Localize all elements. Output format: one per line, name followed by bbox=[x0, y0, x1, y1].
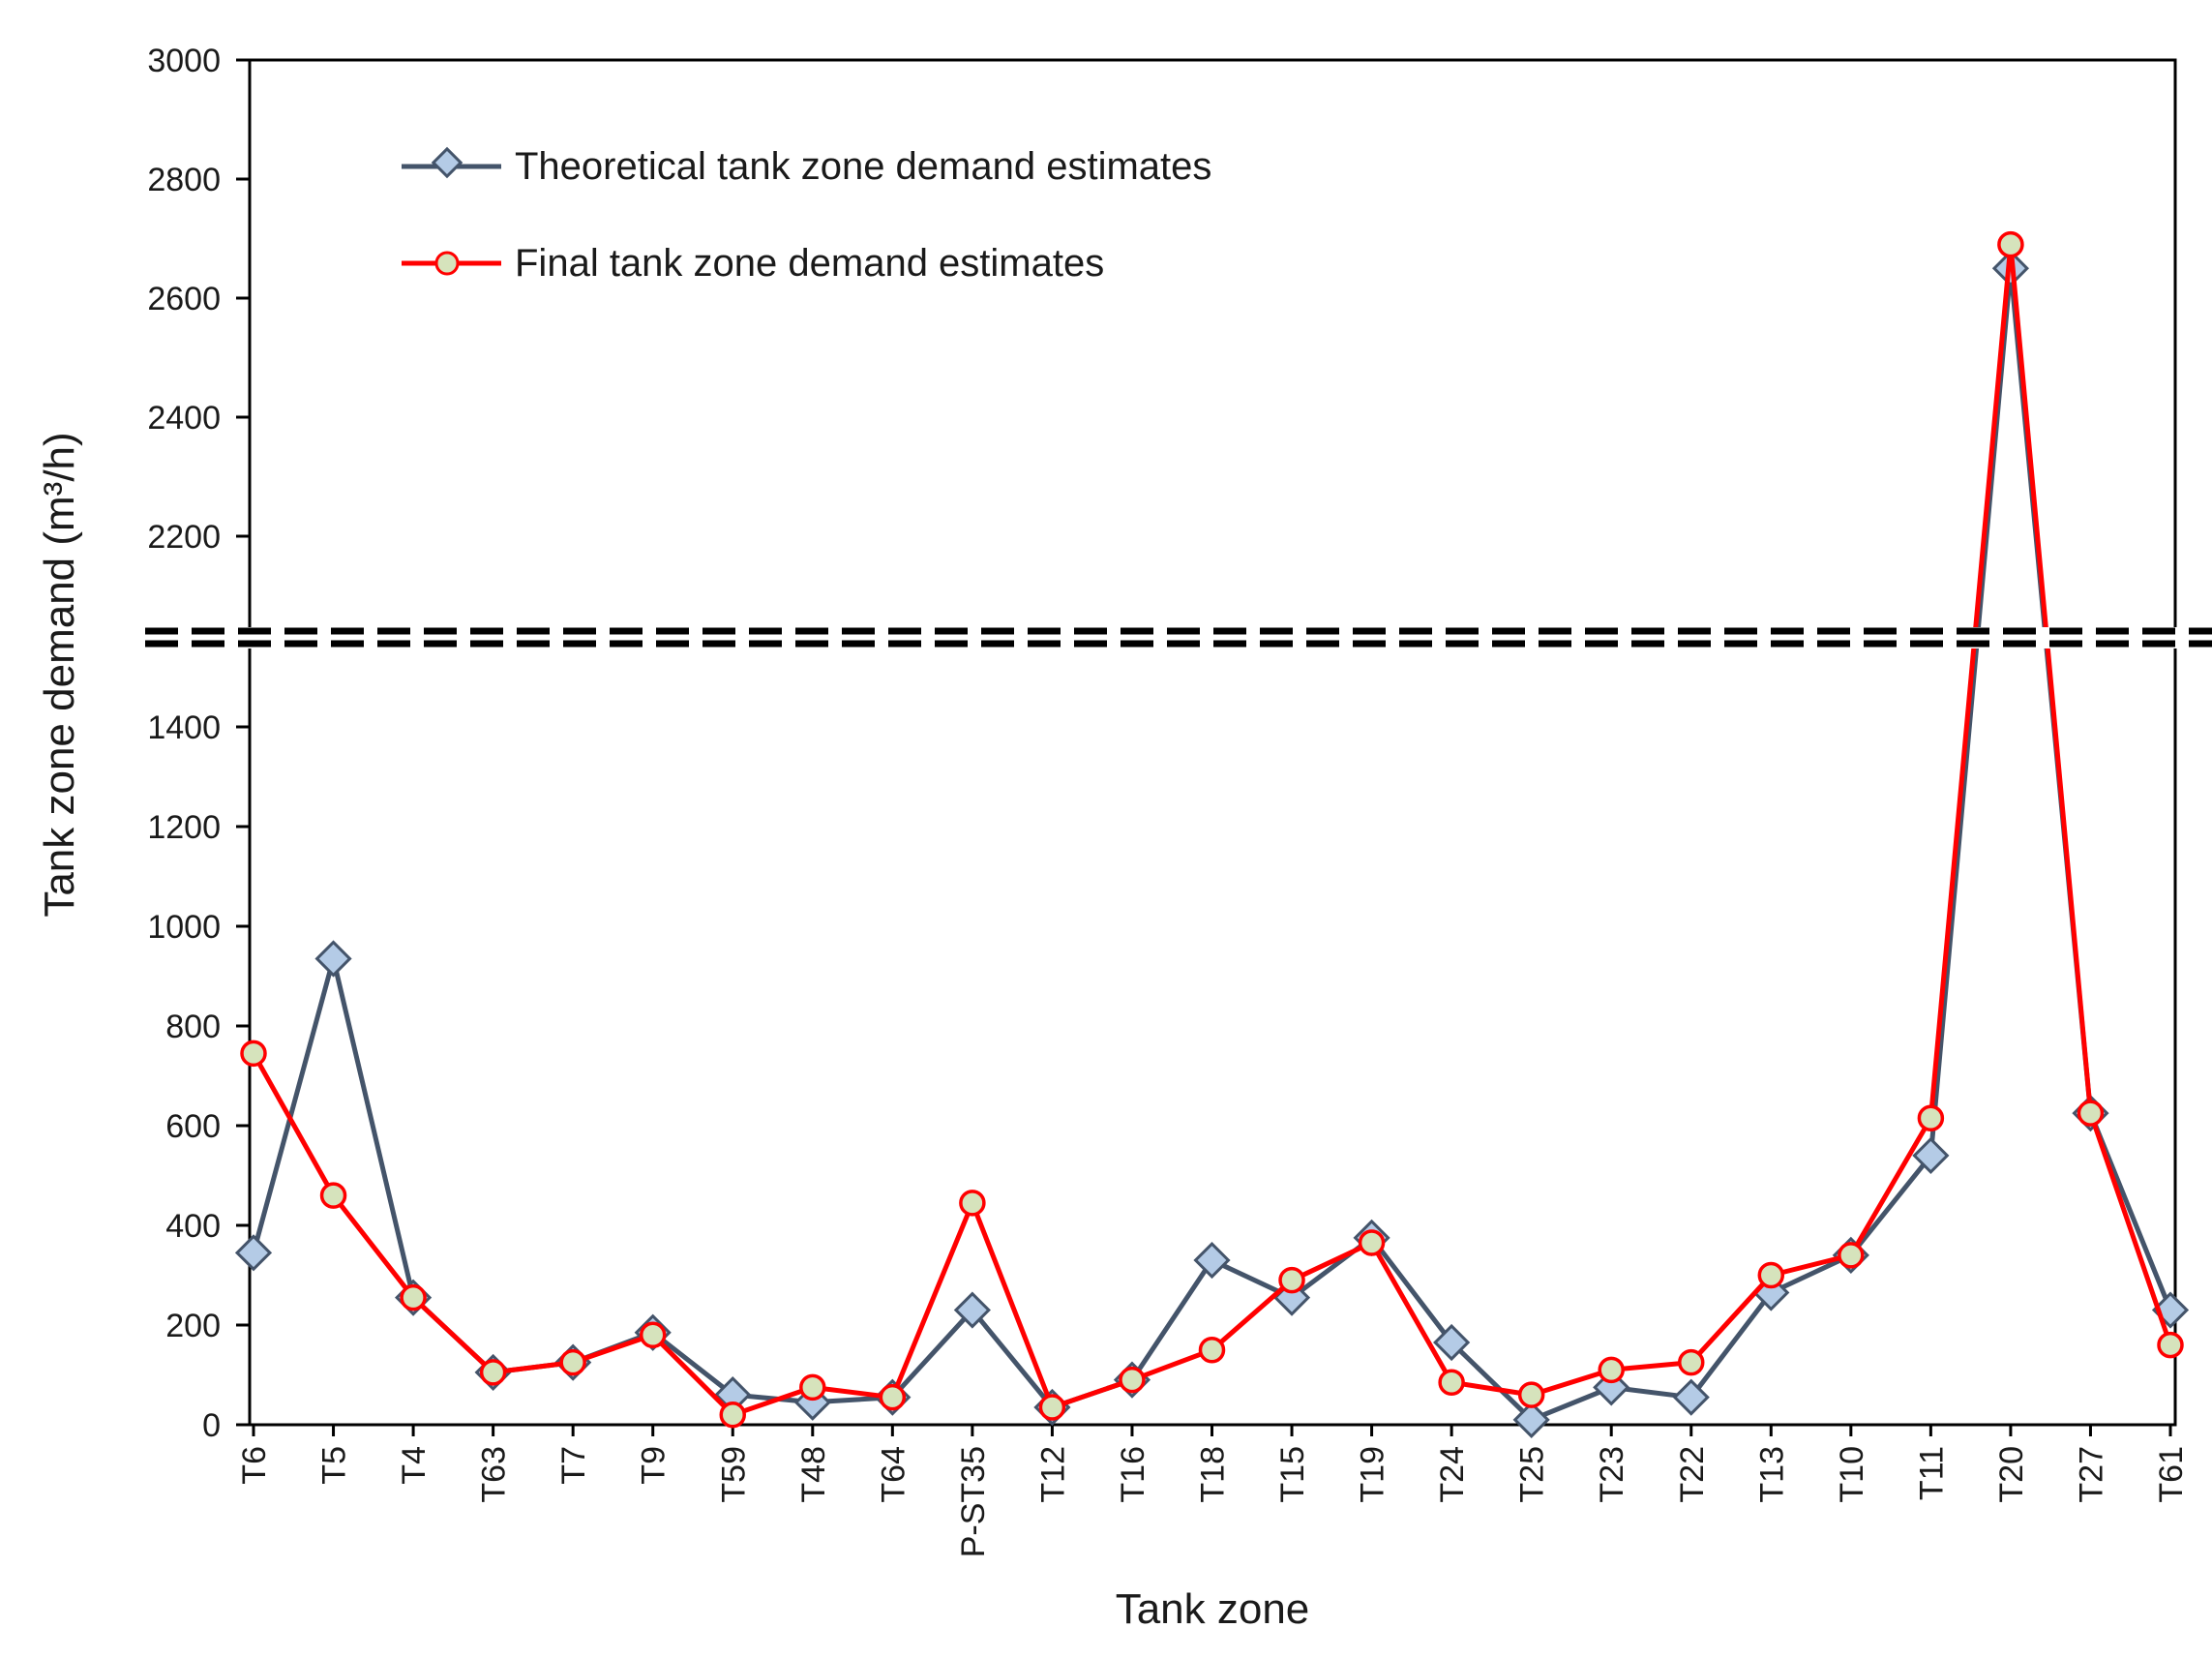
y-tick-label: 200 bbox=[165, 1308, 221, 1344]
y-tick-label: 2200 bbox=[147, 519, 221, 556]
data-point bbox=[1672, 1378, 1710, 1416]
data-point bbox=[1757, 1261, 1785, 1289]
axis-break bbox=[145, 627, 2212, 648]
x-tick-label: T24 bbox=[1434, 1446, 1471, 1503]
data-point bbox=[1198, 1337, 1226, 1364]
data-point bbox=[1997, 230, 2024, 258]
data-point bbox=[799, 1373, 826, 1402]
series-final bbox=[240, 230, 2184, 1429]
y-tick-label: 2600 bbox=[147, 281, 221, 317]
x-tick-label: T15 bbox=[1274, 1446, 1311, 1503]
data-point bbox=[719, 1401, 746, 1429]
plot-area bbox=[248, 58, 2177, 1427]
data-point bbox=[319, 1182, 347, 1209]
y-tick-label: 600 bbox=[165, 1108, 221, 1145]
data-point bbox=[953, 1291, 991, 1329]
data-point bbox=[1678, 1348, 1705, 1376]
data-point bbox=[1917, 1104, 1945, 1132]
legend-label-theoretical: Theoretical tank zone demand estimates bbox=[515, 145, 1211, 188]
data-point bbox=[879, 1383, 907, 1411]
x-tick-label: T27 bbox=[2073, 1446, 2109, 1503]
series-layer bbox=[234, 230, 2190, 1438]
x-tick-label: T12 bbox=[1034, 1446, 1071, 1503]
legend-item-theoretical: Theoretical tank zone demand estimates bbox=[402, 145, 1211, 188]
data-point bbox=[1119, 1366, 1146, 1394]
x-tick-label: T9 bbox=[636, 1446, 673, 1485]
x-axis-ticks: T6 T5 T4 T63 T7 T9 T59 T48 T64 P-ST35 T12 T16 T18 T15… bbox=[236, 1425, 2190, 1557]
data-point bbox=[1193, 1241, 1231, 1280]
y-tick-label: 400 bbox=[165, 1208, 221, 1245]
x-tick-label: T5 bbox=[316, 1446, 353, 1485]
legend: Theoretical tank zone demand estimates F… bbox=[402, 145, 1211, 285]
x-tick-label: T4 bbox=[396, 1446, 433, 1485]
data-point bbox=[479, 1359, 507, 1386]
y-tick-label: 3000 bbox=[147, 43, 221, 79]
data-point bbox=[2157, 1331, 2184, 1359]
x-tick-label: T48 bbox=[795, 1446, 832, 1503]
data-point bbox=[314, 940, 352, 978]
data-point bbox=[2077, 1100, 2105, 1127]
y-axis-title: Tank zone demand (m³/h) bbox=[36, 432, 83, 917]
y-tick-label: 2400 bbox=[147, 400, 221, 437]
x-tick-label: T18 bbox=[1195, 1446, 1232, 1503]
data-point bbox=[400, 1283, 427, 1311]
y-tick-label: 1000 bbox=[147, 909, 221, 946]
x-tick-label: T7 bbox=[555, 1446, 592, 1485]
x-tick-label: T25 bbox=[1514, 1446, 1551, 1503]
y-tick-label: 800 bbox=[165, 1009, 221, 1045]
data-point bbox=[240, 1040, 267, 1068]
x-tick-label: T23 bbox=[1594, 1446, 1630, 1503]
x-tick-label: T61 bbox=[2153, 1446, 2190, 1503]
x-tick-label: T19 bbox=[1355, 1446, 1391, 1503]
x-tick-label: T11 bbox=[1913, 1446, 1950, 1500]
data-point bbox=[1438, 1369, 1465, 1396]
legend-label-final: Final tank zone demand estimates bbox=[515, 242, 1104, 285]
y-tick-label: 0 bbox=[202, 1407, 221, 1444]
x-tick-label: T6 bbox=[236, 1446, 273, 1485]
data-point bbox=[234, 1234, 273, 1272]
data-point bbox=[1433, 1323, 1471, 1362]
legend-item-final: Final tank zone demand estimates bbox=[402, 242, 1104, 285]
y-tick-label: 2800 bbox=[147, 162, 221, 198]
data-point bbox=[639, 1321, 667, 1349]
data-point bbox=[1512, 1401, 1550, 1438]
x-tick-label: T10 bbox=[1834, 1446, 1870, 1503]
data-point bbox=[1038, 1394, 1066, 1421]
data-point bbox=[1517, 1381, 1545, 1408]
data-point bbox=[1912, 1136, 1950, 1174]
data-point bbox=[1278, 1266, 1305, 1294]
x-tick-label: T13 bbox=[1753, 1446, 1790, 1503]
x-tick-label: T16 bbox=[1115, 1446, 1151, 1503]
x-tick-label: T63 bbox=[476, 1446, 513, 1503]
x-tick-label: T59 bbox=[715, 1446, 752, 1503]
data-point bbox=[1358, 1229, 1386, 1256]
y-tick-label: 1200 bbox=[147, 809, 221, 846]
y-tick-label: 1400 bbox=[147, 709, 221, 746]
x-tick-label: T22 bbox=[1674, 1446, 1711, 1503]
x-tick-label: P-ST35 bbox=[955, 1446, 992, 1557]
x-tick-label: T64 bbox=[875, 1446, 912, 1503]
data-point bbox=[959, 1190, 986, 1217]
data-point bbox=[714, 1376, 752, 1414]
data-point bbox=[1598, 1356, 1625, 1384]
data-point bbox=[559, 1348, 586, 1376]
y-axis-ticks: 0 200 400 600 800 1000 1200 1400 2200 2400 2600 280… bbox=[147, 43, 250, 1444]
x-axis-title: Tank zone bbox=[1116, 1585, 1310, 1633]
x-tick-label: T20 bbox=[1993, 1446, 2030, 1503]
data-point bbox=[1838, 1242, 1865, 1269]
